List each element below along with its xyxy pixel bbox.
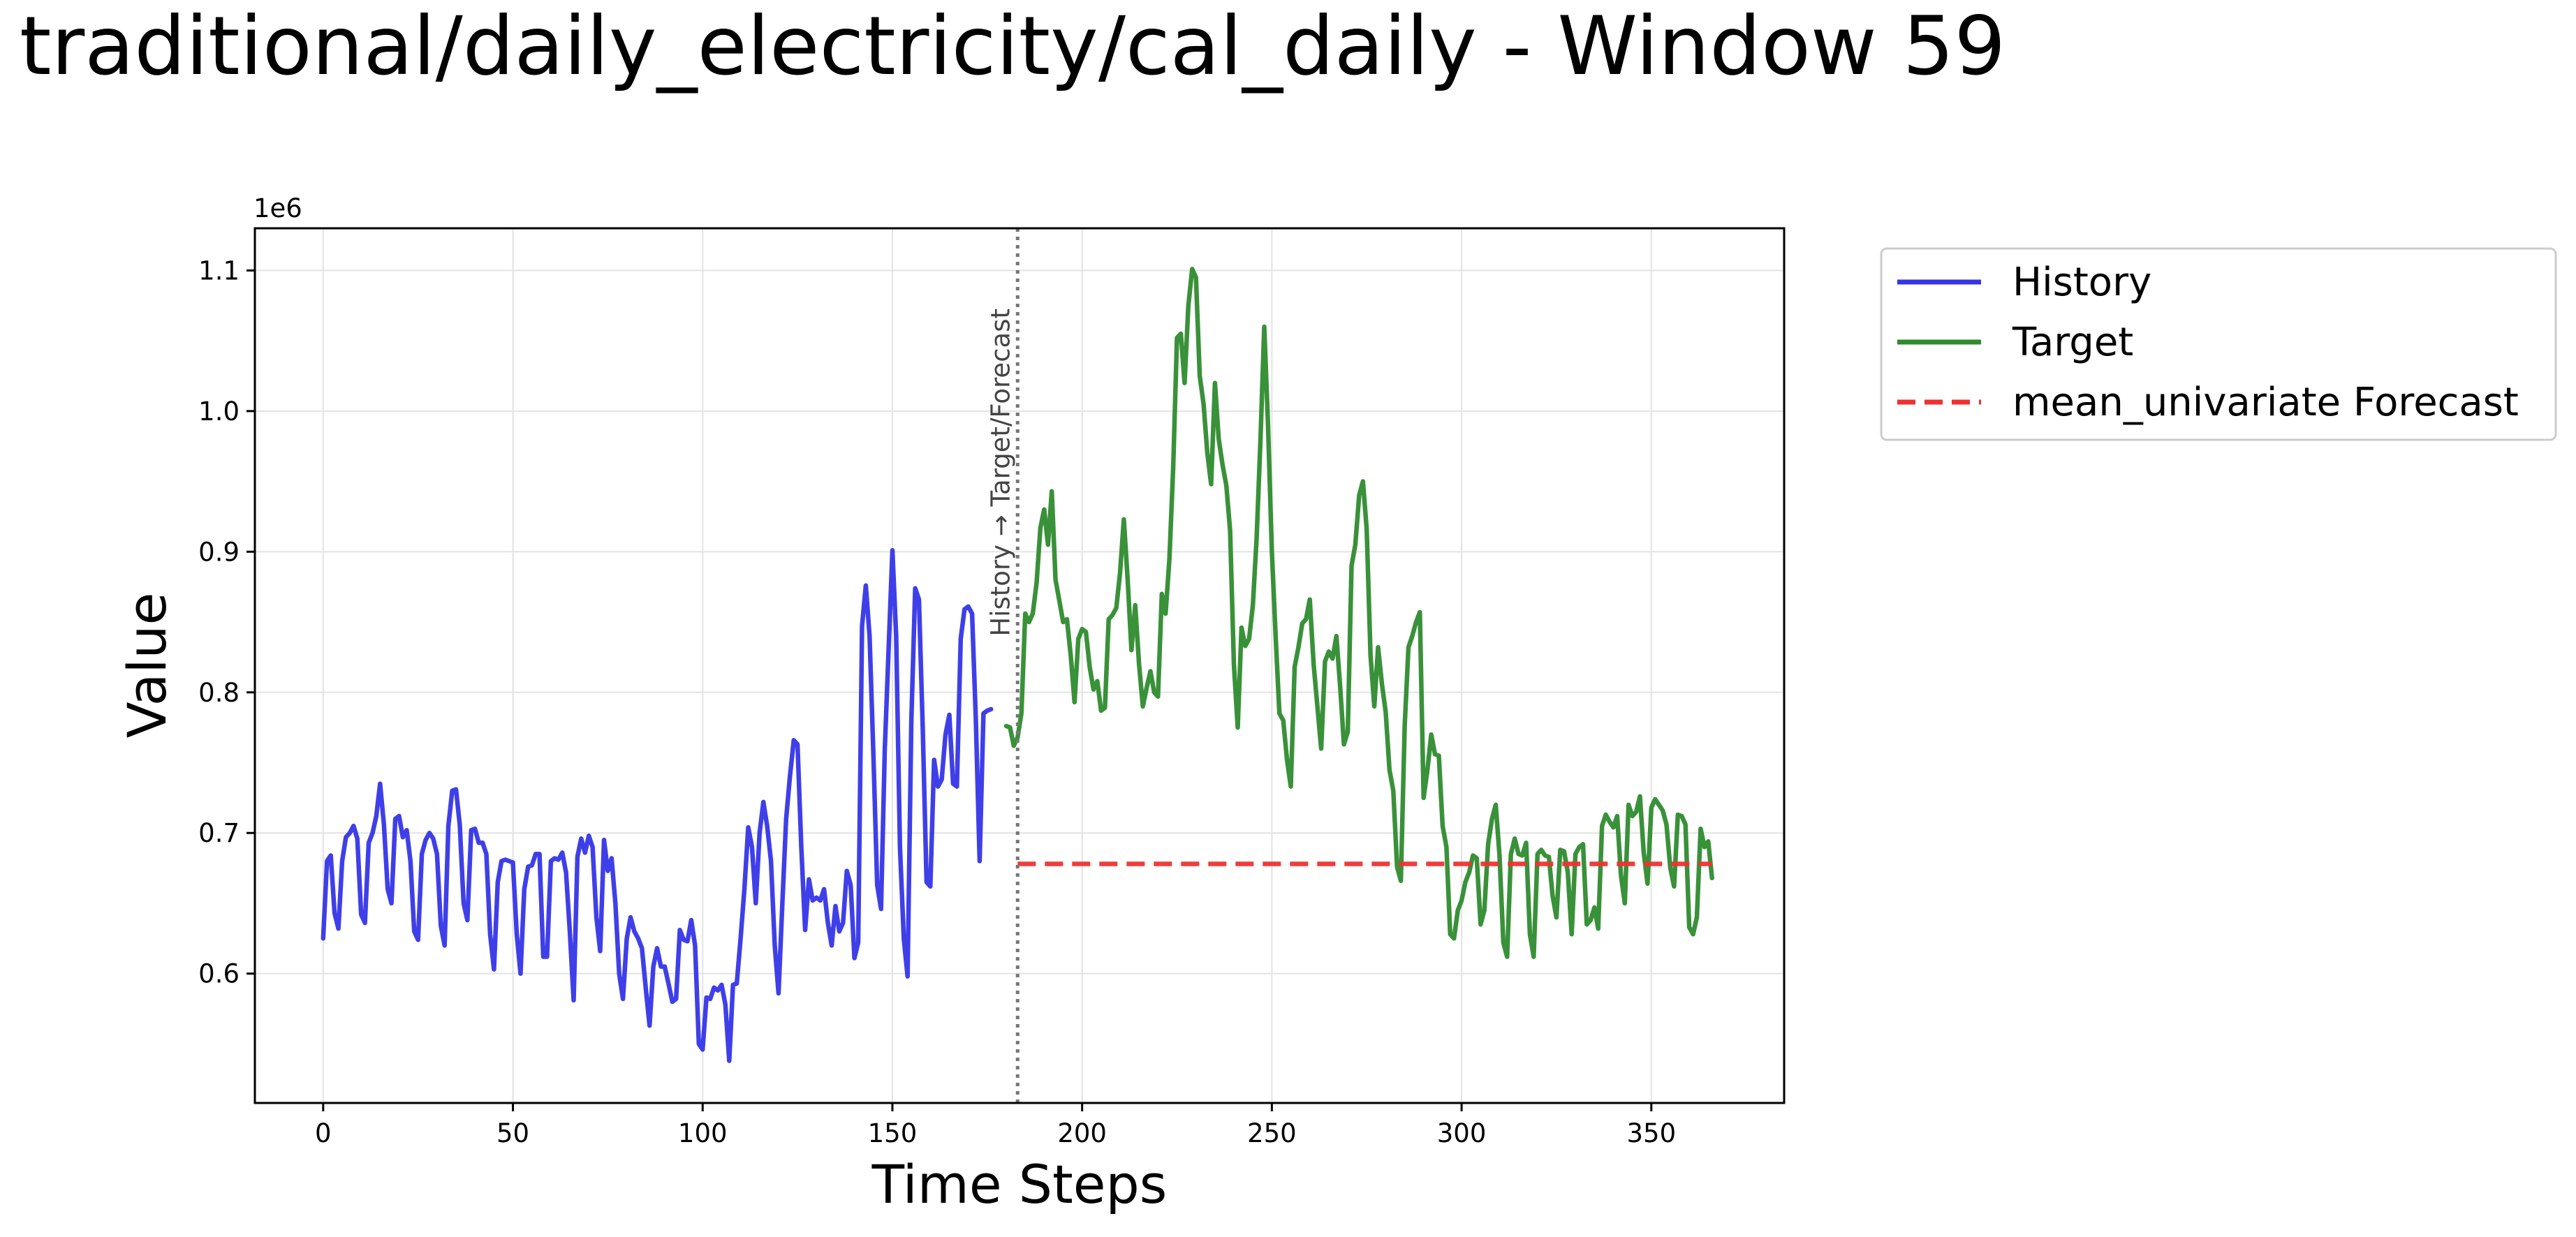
x-tick-label: 300 (1437, 1118, 1487, 1148)
divider-label: History → Target/Forecast (985, 309, 1015, 637)
legend: History Target mean_univariate Forecast (1880, 247, 2557, 441)
y-tick-label: 0.6 (198, 959, 240, 989)
plot-area: History → Target/Forecast (321, 228, 1714, 1103)
y-tick-label: 1.0 (198, 397, 240, 427)
x-tick-label: 350 (1626, 1118, 1676, 1148)
x-tick-label: 200 (1057, 1118, 1107, 1148)
legend-label: History (2012, 260, 2151, 305)
plot-frame (253, 227, 1786, 1104)
y-axis-scale-label: 1e6 (253, 193, 302, 223)
x-tick-label: 150 (868, 1118, 918, 1148)
y-axis-label: Value (116, 593, 178, 739)
legend-label: Target (2012, 320, 2133, 365)
chart-title: traditional/daily_electricity/cal_daily … (20, 0, 2005, 94)
x-tick-label: 0 (315, 1118, 332, 1148)
legend-label: mean_univariate Forecast (2012, 380, 2519, 425)
x-tick-label: 50 (496, 1118, 529, 1148)
y-tick-label: 0.9 (198, 537, 240, 567)
y-tick-label: 1.1 (198, 255, 240, 286)
series-line-history (321, 548, 994, 1063)
series-line-target (1003, 267, 1714, 959)
x-axis-label: Time Steps (871, 1153, 1168, 1215)
y-tick-label: 0.7 (198, 818, 240, 848)
legend-box (1880, 247, 2557, 441)
x-tick-label: 100 (678, 1118, 728, 1148)
grid (255, 228, 1784, 1103)
y-axis: 0.6 0.7 0.8 0.9 1.0 1.1 (198, 255, 255, 989)
x-tick-label: 250 (1247, 1118, 1297, 1148)
x-axis: 0 50 100 150 200 250 300 350 (315, 1103, 1676, 1148)
y-tick-label: 0.8 (198, 678, 240, 708)
